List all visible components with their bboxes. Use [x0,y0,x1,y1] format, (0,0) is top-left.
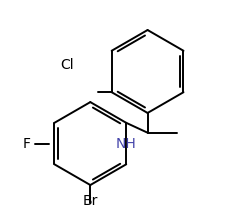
Text: F: F [23,137,31,150]
Text: Br: Br [82,194,98,208]
Text: NH: NH [115,137,136,150]
Text: Cl: Cl [60,58,73,72]
